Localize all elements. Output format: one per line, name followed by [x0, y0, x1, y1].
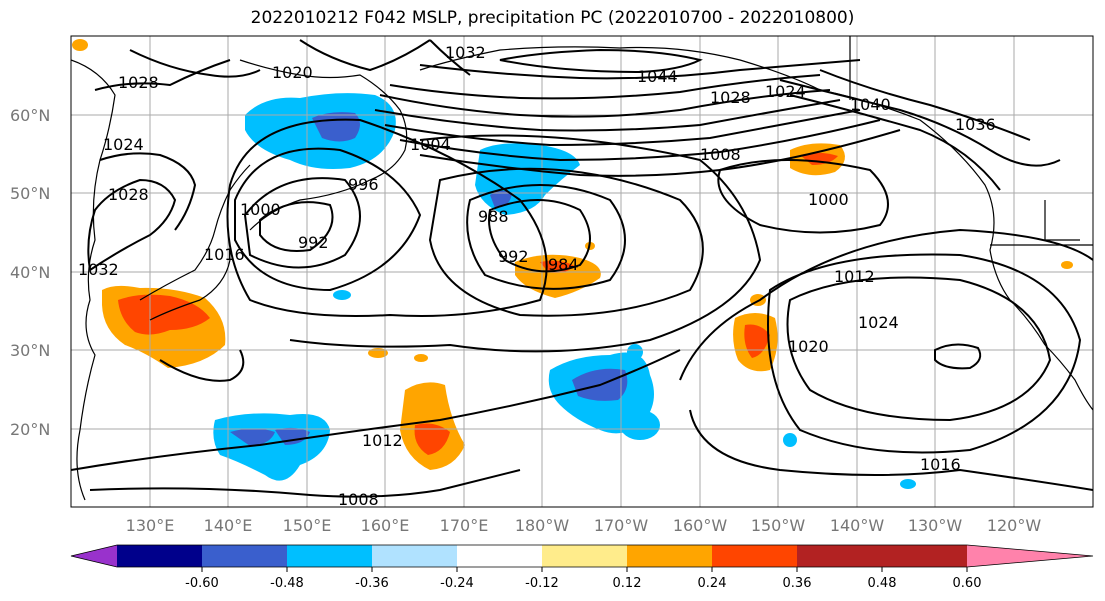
isobar-label: 1024 [765, 82, 806, 101]
colorbar-segment [287, 545, 372, 567]
isobar-label: 996 [348, 175, 379, 194]
colorbar-extend-low [71, 545, 117, 567]
longitude-labels: 130°E 140°E 150°E 160°E 170°E 180°W 170°… [126, 516, 1042, 535]
colorbar-tick-label: 0.36 [783, 576, 812, 591]
colorbar-tick-label: -0.24 [440, 576, 474, 591]
colorbar-tick-label: 0.12 [613, 576, 642, 591]
isobar-label: 1032 [78, 260, 119, 279]
isobar-label: 1032 [445, 43, 486, 62]
precip-region [333, 290, 351, 300]
isobar-label: 1020 [788, 337, 829, 356]
lon-label: 140°W [830, 516, 885, 535]
precip-region [783, 433, 797, 447]
latitude-labels: 60°N 50°N 40°N 30°N 20°N [10, 106, 50, 439]
lat-label: 30°N [10, 341, 50, 360]
lat-label: 40°N [10, 263, 50, 282]
isobar-label: 1012 [362, 431, 403, 450]
lon-label: 160°W [673, 516, 728, 535]
lon-label: 120°W [987, 516, 1042, 535]
precip-shading [72, 39, 1073, 489]
isobar-label: 1012 [834, 267, 875, 286]
isobar-label: 1024 [103, 135, 144, 154]
colorbar-tick-label: 0.24 [698, 576, 727, 591]
isobar-label: 1004 [410, 135, 451, 154]
isobar-labels: 1028 1024 1020 1032 1044 1028 1024 1040 … [78, 43, 996, 509]
lon-label: 160°E [361, 516, 410, 535]
isobar-label: 1016 [920, 455, 961, 474]
isobar-label: 1008 [700, 145, 741, 164]
isobar-label: 1028 [108, 185, 149, 204]
colorbar-tick-label: -0.12 [525, 576, 559, 591]
lon-label: 140°E [204, 516, 253, 535]
lon-label: 150°W [751, 516, 806, 535]
isobar-label: 1000 [808, 190, 849, 209]
isobar-label: 992 [298, 233, 329, 252]
map-title: 2022010212 F042 MSLP, precipitation PC (… [250, 8, 855, 28]
isobar-label: 1024 [858, 313, 899, 332]
precip-region [414, 354, 428, 362]
colorbar-segment [882, 545, 967, 567]
lat-label: 50°N [10, 184, 50, 203]
colorbar: -0.60 -0.48 -0.36 -0.24 -0.12 0.12 0.24 … [70, 544, 1094, 591]
colorbar-segment [457, 545, 542, 567]
lat-label: 20°N [10, 420, 50, 439]
lon-label: 130°E [126, 516, 175, 535]
lon-label: 180°W [515, 516, 570, 535]
isobar-label: 988 [478, 207, 509, 226]
colorbar-tick-label: -0.36 [355, 576, 389, 591]
precip-region [900, 479, 916, 489]
isobar-label: 1040 [850, 95, 891, 114]
lat-label: 60°N [10, 106, 50, 125]
colorbar-segment [627, 545, 712, 567]
colorbar-segment [542, 545, 627, 567]
precip-region [230, 428, 275, 446]
precip-region [414, 423, 450, 455]
colorbar-segment [117, 545, 202, 567]
lon-label: 150°E [283, 516, 332, 535]
isobar-label: 1028 [710, 88, 751, 107]
lon-label: 170°E [440, 516, 489, 535]
colorbar-segment [202, 545, 287, 567]
colorbar-tick-label: -0.60 [185, 576, 219, 591]
colorbar-segment [372, 545, 457, 567]
lon-label: 130°W [908, 516, 963, 535]
isobar-label: 984 [548, 255, 579, 274]
colorbar-tick-label: 0.48 [868, 576, 897, 591]
map-border [70, 35, 1094, 508]
isobars [71, 39, 1093, 498]
colorbar-extend-high [967, 545, 1093, 567]
precip-region [620, 410, 660, 440]
colorbar-segment [712, 545, 797, 567]
colorbar-segment [797, 545, 882, 567]
isobar-label: 1020 [272, 63, 313, 82]
isobar-label: 1008 [338, 490, 379, 509]
isobar-label: 992 [498, 247, 529, 266]
colorbar-tick-label: 0.60 [953, 576, 982, 591]
isobar-label: 1028 [118, 73, 159, 92]
lon-label: 170°W [594, 516, 649, 535]
isobar-label: 1000 [240, 200, 281, 219]
colorbar-tick-label: -0.48 [270, 576, 304, 591]
precip-region [627, 344, 643, 360]
isobar-label: 1036 [955, 115, 996, 134]
precip-region [72, 39, 88, 51]
isobar-label: 1016 [204, 245, 245, 264]
isobar-label: 1044 [637, 67, 678, 86]
precip-region [1061, 261, 1073, 269]
